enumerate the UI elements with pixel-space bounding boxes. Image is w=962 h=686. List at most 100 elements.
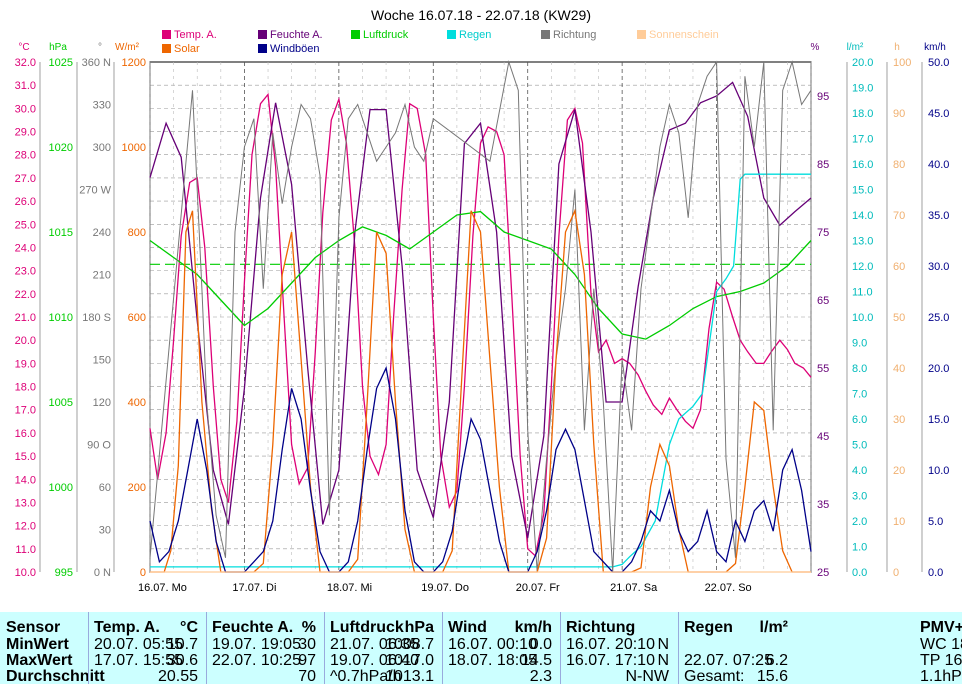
tick-label-richtung: 30 (99, 525, 111, 537)
x-category-label: 18.07. Mi (327, 582, 372, 594)
axis-unit-solar: W/m² (115, 42, 140, 53)
series-line-luftdruck (149, 210, 812, 340)
tick-label-wind: 25.0 (928, 312, 949, 324)
tick-label-richtung: 330 (93, 100, 111, 112)
table-column-separator (88, 612, 89, 684)
tick-label-richtung: 180 S (82, 312, 111, 324)
axis-unit-temp: °C (18, 42, 29, 53)
tick-label-sonnenschein: 30 (893, 414, 905, 426)
tick-label-feuchte: 65 (817, 295, 829, 307)
series-line-wind (149, 365, 812, 573)
legend-label-richtung: Richtung (553, 29, 596, 41)
tick-label-regen: 17.0 (852, 134, 873, 146)
series-line-temp (149, 92, 812, 558)
legend-swatch-luftdruck (351, 30, 360, 39)
table-column-separator (206, 612, 207, 684)
legend-label-luftdruck: Luftdruck (363, 29, 409, 41)
tick-label-regen: 1.0 (852, 542, 867, 554)
table-header-wind: Wind (448, 619, 487, 636)
tick-label-sonnenschein: 20 (893, 465, 905, 477)
tick-label-regen: 7.0 (852, 389, 867, 401)
tick-label-temp: 30.0 (15, 103, 36, 115)
tick-label-sonnenschein: 50 (893, 312, 905, 324)
tick-label-wind: 50.0 (928, 57, 949, 69)
table-cell-value-luftdruck: 1017.0 (385, 652, 434, 669)
weather-chart: Woche 16.07.18 - 22.07.18 (KW29) Temp. A.… (15, 7, 950, 594)
table-column-separator (442, 612, 443, 684)
table-cell-pmv: TP 16.8 (920, 652, 962, 669)
tick-label-solar: 1200 (122, 57, 146, 69)
table-cell-time-wind: 18.07. 18:05 (448, 652, 537, 669)
tick-label-feuchte: 55 (817, 363, 829, 375)
table-cell-value-regen: 15.6 (756, 668, 788, 685)
table-cell-value-wind: 0.0 (529, 636, 552, 653)
x-category-label: 21.07. Sa (610, 582, 658, 594)
legend-label-sonnenschein: Sonnenschein (649, 29, 719, 41)
axis-unit-feuchte: % (811, 42, 820, 53)
tick-label-richtung: 0 N (94, 567, 111, 579)
tick-label-temp: 10.0 (15, 567, 36, 579)
tick-label-temp: 15.0 (15, 451, 36, 463)
tick-label-regen: 6.0 (852, 414, 867, 426)
table-cell-value-wind: 14.5 (520, 652, 552, 669)
table-cell-value-wind: 2.3 (529, 668, 552, 685)
tick-label-wind: 20.0 (928, 363, 949, 375)
tick-label-temp: 25.0 (15, 219, 36, 231)
legend-label-regen: Regen (459, 29, 491, 41)
tick-label-solar: 1000 (122, 142, 146, 154)
legend-label-feuchte: Feuchte A. (270, 29, 323, 41)
legend-swatch-regen (447, 30, 456, 39)
tick-label-sonnenschein: 100 (893, 57, 911, 69)
tick-label-regen: 19.0 (852, 83, 873, 95)
tick-label-luftdruck: 1005 (49, 397, 73, 409)
chart-title: Woche 16.07.18 - 22.07.18 (KW29) (371, 7, 591, 23)
tick-label-luftdruck: 1010 (49, 312, 73, 324)
series-line-regen (150, 173, 811, 568)
table-column-separator (324, 612, 325, 684)
table-cell-value-richtung: N (657, 652, 669, 669)
table-cell-time-luftdruck: ^0.7hPa/h (330, 668, 402, 685)
tick-label-temp: 31.0 (15, 80, 36, 92)
tick-label-temp: 17.0 (15, 405, 36, 417)
table-cell-value-luftdruck: 1013.1 (385, 668, 434, 685)
tick-label-luftdruck: 1025 (49, 57, 73, 69)
tick-label-temp: 21.0 (15, 312, 36, 324)
tick-label-regen: 5.0 (852, 440, 867, 452)
table-cell-time-wind: 16.07. 00:10 (448, 636, 537, 653)
legend-swatch-sonnenschein (637, 30, 646, 39)
tick-label-temp: 27.0 (15, 173, 36, 185)
tick-label-regen: 20.0 (852, 57, 873, 69)
tick-label-wind: 35.0 (928, 210, 949, 222)
table-cell-time-feuchte: 19.07. 19:05 (212, 636, 301, 653)
table-cell-pmv: WC 18.6 (920, 636, 962, 653)
series-line-richtung (149, 60, 812, 573)
legend-label-solar: Solar (174, 43, 200, 55)
tick-label-regen: 14.0 (852, 210, 873, 222)
tick-label-regen: 11.0 (852, 287, 873, 299)
tick-label-regen: 12.0 (852, 261, 873, 273)
tick-label-sonnenschein: 90 (893, 108, 905, 120)
tick-label-temp: 16.0 (15, 428, 36, 440)
statistics-table (0, 612, 962, 684)
table-unit-temp: °C (180, 619, 198, 636)
legend-swatch-feuchte (258, 30, 267, 39)
table-cell-time-temp: 20.07. 05:55 (94, 636, 183, 653)
table-unit-regen: l/m² (759, 619, 788, 636)
axis-unit-regen: l/m² (847, 42, 864, 53)
tick-label-richtung: 90 O (87, 440, 111, 452)
tick-label-sonnenschein: 0 (893, 567, 899, 579)
tick-label-wind: 45.0 (928, 108, 949, 120)
tick-label-sonnenschein: 60 (893, 261, 905, 273)
tick-label-feuchte: 95 (817, 91, 829, 103)
table-header-richtung: Richtung (566, 619, 636, 636)
tick-label-feuchte: 85 (817, 159, 829, 171)
table-cell-value-feuchte: 30 (298, 636, 316, 653)
tick-label-solar: 200 (128, 482, 146, 494)
table-cell-pmv: 1.1hPa/3 (920, 668, 962, 685)
tick-label-sonnenschein: 10 (893, 516, 905, 528)
tick-label-temp: 24.0 (15, 242, 36, 254)
table-header-luftdruck: Luftdruck (330, 619, 404, 636)
tick-label-wind: 10.0 (928, 465, 949, 477)
table-cell-time-richtung: 16.07. 20:10 (566, 636, 655, 653)
table-cell-time-luftdruck: 21.07. 06:35 (330, 636, 419, 653)
